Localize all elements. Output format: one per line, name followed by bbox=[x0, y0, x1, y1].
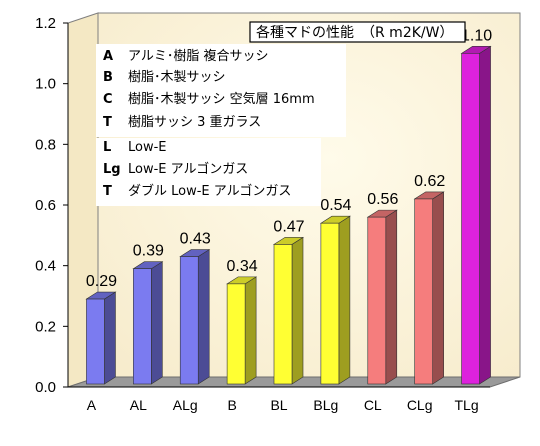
legend-code: C bbox=[103, 92, 113, 107]
legend-entry: B 樹脂･木製サッシ bbox=[103, 70, 226, 85]
legend-code: T bbox=[103, 115, 112, 130]
x-tick-label: BL bbox=[270, 397, 287, 413]
bar-front bbox=[226, 283, 246, 385]
legend-title-frame bbox=[249, 21, 466, 43]
x-axis: A AL ALg B BL BLg CL CLg TLg bbox=[87, 397, 479, 413]
x-tick-label: ALg bbox=[173, 397, 198, 413]
y-tick-label: 0.0 bbox=[35, 379, 56, 396]
legend-frame-glass bbox=[96, 138, 321, 206]
x-tick-label: BLg bbox=[313, 397, 338, 413]
legend-code: B bbox=[103, 70, 113, 85]
y-tick-label: 1.2 bbox=[35, 15, 56, 32]
legend-label: 樹脂･木製サッシ bbox=[128, 70, 226, 85]
bar-side bbox=[291, 236, 304, 385]
legend-label: 樹脂･木製サッシ 空気層 16mm bbox=[128, 91, 315, 107]
bar-front bbox=[273, 244, 293, 385]
y-tick-label: 0.2 bbox=[35, 318, 56, 335]
bar bbox=[319, 215, 351, 385]
legend-label: Low-E アルゴンガス bbox=[128, 161, 248, 177]
data-label: 0.29 bbox=[86, 273, 117, 290]
legend-entry: Lg Low-E アルゴンガス bbox=[103, 161, 248, 177]
bar-front bbox=[461, 53, 480, 385]
bar-side bbox=[479, 45, 491, 385]
bar bbox=[366, 209, 398, 385]
x-tick-label: A bbox=[87, 397, 97, 413]
x-tick-label: CL bbox=[364, 397, 382, 413]
legend-title: 各種マドの性能 （R m2K/W） bbox=[256, 25, 453, 41]
legend-label: アルミ･樹脂 複合サッシ bbox=[128, 48, 269, 64]
bar-side bbox=[244, 276, 257, 385]
legend-entry: C 樹脂･木製サッシ 空気層 16mm bbox=[103, 91, 315, 107]
legend-code: Lg bbox=[103, 162, 121, 177]
legend-code: L bbox=[103, 140, 111, 155]
y-tick-label: 0.4 bbox=[35, 258, 56, 275]
bar-side bbox=[338, 215, 351, 385]
bar-front bbox=[414, 198, 433, 385]
legend-group-frames bbox=[96, 44, 346, 206]
bar-side bbox=[432, 191, 444, 385]
bar-front bbox=[367, 216, 387, 385]
data-label: 0.39 bbox=[133, 243, 164, 260]
legend-label: ダブル Low-E アルゴンガス bbox=[128, 183, 291, 199]
bar-front bbox=[133, 268, 152, 385]
y-tick-label: 1.0 bbox=[35, 76, 56, 93]
data-label: 0.43 bbox=[180, 231, 211, 248]
legend-code: T bbox=[103, 184, 112, 199]
legend: 各種マドの性能 （R m2K/W） A アルミ･樹脂 複合サッシ B 樹脂･木製サッシ C… bbox=[96, 21, 466, 206]
data-label: 1.10 bbox=[461, 27, 492, 44]
bar bbox=[460, 45, 492, 385]
bar-side bbox=[385, 209, 398, 385]
x-tick-label: AL bbox=[130, 397, 147, 413]
legend-code: A bbox=[103, 49, 113, 64]
x-tick-label: CLg bbox=[407, 397, 433, 413]
data-label: 0.62 bbox=[414, 173, 445, 190]
legend-label: 樹脂サッシ 3 重ガラス bbox=[128, 114, 261, 130]
legend-entry: A アルミ･樹脂 複合サッシ bbox=[103, 48, 269, 64]
bar-front bbox=[179, 256, 199, 385]
legend-title-box: 各種マドの性能 （R m2K/W） bbox=[249, 21, 466, 43]
data-label: 0.54 bbox=[320, 197, 351, 214]
bar bbox=[226, 276, 258, 385]
y-tick-label: 0.8 bbox=[35, 136, 56, 153]
data-label: 0.47 bbox=[273, 218, 304, 235]
y-axis: 0.0 0.2 0.4 0.6 0.8 1.0 1.2 bbox=[35, 15, 69, 396]
bar bbox=[413, 191, 445, 385]
data-label: 0.56 bbox=[367, 191, 398, 208]
bar-side bbox=[104, 291, 116, 385]
bar-side bbox=[151, 261, 163, 385]
legend-frame-sash bbox=[96, 44, 346, 137]
y-tick-label: 0.6 bbox=[35, 197, 56, 214]
data-label: 0.34 bbox=[227, 258, 258, 275]
legend-entry: T 樹脂サッシ 3 重ガラス bbox=[103, 114, 261, 130]
bar bbox=[179, 249, 211, 385]
x-tick-label: TLg bbox=[454, 397, 478, 413]
bars bbox=[85, 45, 492, 385]
x-tick-label: B bbox=[227, 397, 236, 413]
bar bbox=[85, 291, 117, 385]
data-labels: 0.29 0.39 0.43 0.34 0.47 0.54 0.56 0.62 1.10 bbox=[86, 27, 492, 290]
bar-front bbox=[86, 298, 105, 385]
bar-front bbox=[320, 222, 340, 385]
legend-entry: L Low-E bbox=[103, 140, 167, 155]
bar bbox=[132, 261, 164, 385]
legend-entry: T ダブル Low-E アルゴンガス bbox=[103, 183, 291, 199]
bar-side bbox=[197, 249, 210, 385]
bar bbox=[272, 236, 305, 385]
legend-label: Low-E bbox=[128, 140, 167, 155]
